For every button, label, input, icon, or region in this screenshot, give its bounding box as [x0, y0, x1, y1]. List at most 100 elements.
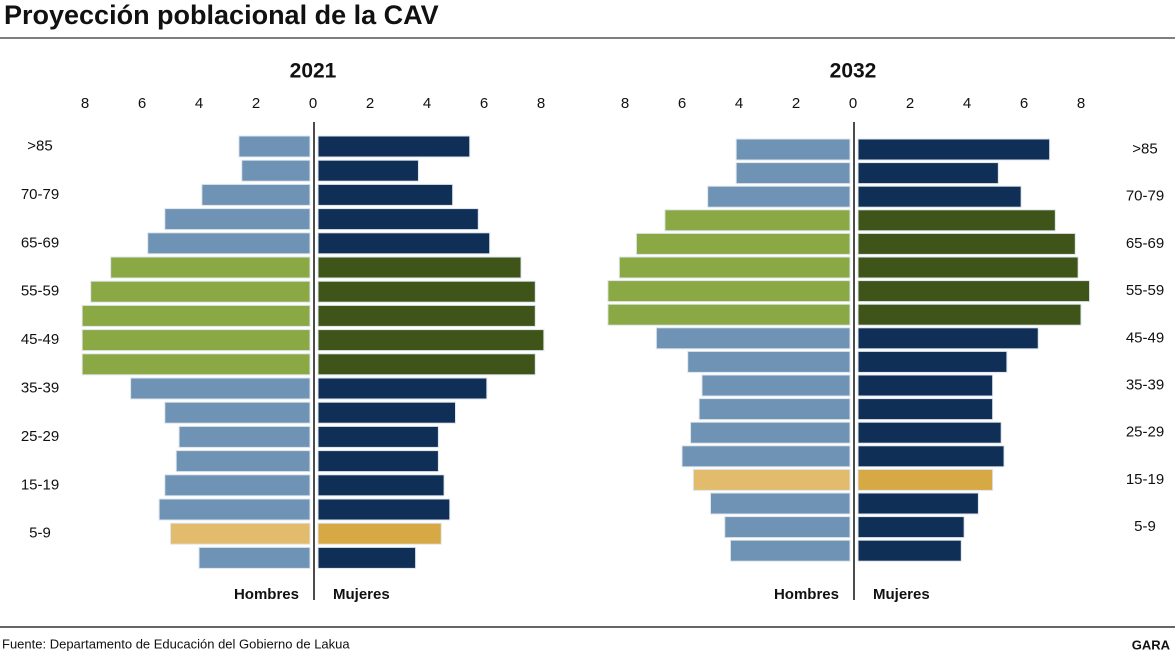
bar: [81, 353, 311, 376]
category-label: 55-59: [1126, 282, 1164, 299]
bar: [317, 208, 479, 231]
bar: [681, 445, 851, 468]
bar: [857, 280, 1091, 303]
bar: [857, 539, 962, 562]
category-label: 70-79: [21, 186, 59, 203]
chart-title: 2021: [290, 60, 337, 83]
bar: [857, 492, 979, 515]
bar: [857, 232, 1076, 255]
category-label: 65-69: [21, 234, 59, 251]
category-label: 25-29: [21, 428, 59, 445]
bar: [317, 401, 456, 424]
bar: [317, 256, 522, 279]
bar: [687, 350, 851, 373]
x-tick-label: 4: [963, 95, 971, 112]
bar: [607, 303, 851, 326]
category-label: 45-49: [21, 331, 59, 348]
bar: [317, 546, 417, 569]
bar: [857, 421, 1002, 444]
bar: [857, 185, 1022, 208]
x-tick-label: 0: [849, 95, 857, 112]
x-tick-label: 6: [678, 95, 686, 112]
category-label: 5-9: [29, 525, 51, 542]
bar: [178, 425, 311, 448]
category-label: 65-69: [1126, 235, 1164, 252]
legend-label: Mujeres: [873, 586, 930, 603]
bar: [81, 304, 311, 327]
category-label: 25-29: [1126, 424, 1164, 441]
bar: [857, 162, 999, 185]
bar: [170, 522, 311, 545]
category-label: >85: [1132, 140, 1157, 157]
bar: [317, 353, 536, 376]
x-tick-label: 8: [621, 95, 629, 112]
category-label: 15-19: [21, 476, 59, 493]
x-tick-label: 6: [1020, 95, 1028, 112]
bar: [198, 546, 311, 569]
legend-label: Hombres: [234, 586, 299, 603]
bar: [857, 468, 994, 491]
bar: [607, 280, 851, 303]
bar: [317, 183, 454, 206]
bar: [164, 474, 311, 497]
bar: [90, 280, 311, 303]
bar: [857, 398, 994, 421]
category-label: 35-39: [21, 379, 59, 396]
bar: [690, 421, 851, 444]
bar: [317, 329, 545, 352]
x-tick-label: 2: [906, 95, 914, 112]
bar: [317, 304, 536, 327]
bar: [110, 256, 311, 279]
bar: [317, 135, 471, 158]
x-tick-label: 4: [195, 95, 203, 112]
bar: [692, 468, 851, 491]
bar: [724, 516, 851, 539]
bar: [317, 450, 439, 473]
page-title: Proyección poblacional de la CAV: [4, 0, 439, 30]
x-tick-label: 8: [81, 95, 89, 112]
bar: [317, 159, 419, 182]
bar: [664, 209, 851, 232]
bar: [857, 350, 1008, 373]
category-label: 35-39: [1126, 376, 1164, 393]
bar: [857, 138, 1051, 161]
x-tick-label: 0: [309, 95, 317, 112]
bar: [707, 185, 851, 208]
bar: [164, 208, 311, 231]
x-tick-label: 2: [252, 95, 260, 112]
bar: [175, 450, 311, 473]
bar: [317, 377, 488, 400]
bar: [317, 232, 491, 255]
x-tick-label: 2: [792, 95, 800, 112]
bar: [130, 377, 311, 400]
bar: [735, 138, 851, 161]
bar: [317, 474, 445, 497]
bar: [317, 280, 536, 303]
bar: [635, 232, 851, 255]
x-tick-label: 6: [138, 95, 146, 112]
bar: [81, 329, 311, 352]
x-tick-label: 8: [537, 95, 545, 112]
bar: [857, 327, 1039, 350]
bar: [857, 374, 994, 397]
category-label: 55-59: [21, 283, 59, 300]
bar: [147, 232, 311, 255]
bar: [698, 398, 851, 421]
bar: [241, 159, 311, 182]
bar: [857, 516, 965, 539]
bar: [164, 401, 311, 424]
source: Fuente: Departamento de Educación del Go…: [2, 636, 350, 651]
legend-label: Hombres: [774, 586, 839, 603]
bar: [317, 498, 451, 521]
bar: [857, 445, 1005, 468]
bar: [317, 522, 442, 545]
x-tick-label: 6: [480, 95, 488, 112]
category-label: >85: [27, 137, 52, 154]
x-tick-label: 2: [366, 95, 374, 112]
x-tick-label: 4: [423, 95, 431, 112]
bar: [238, 135, 311, 158]
x-tick-label: 8: [1077, 95, 1085, 112]
bar: [618, 256, 851, 279]
bar: [655, 327, 851, 350]
